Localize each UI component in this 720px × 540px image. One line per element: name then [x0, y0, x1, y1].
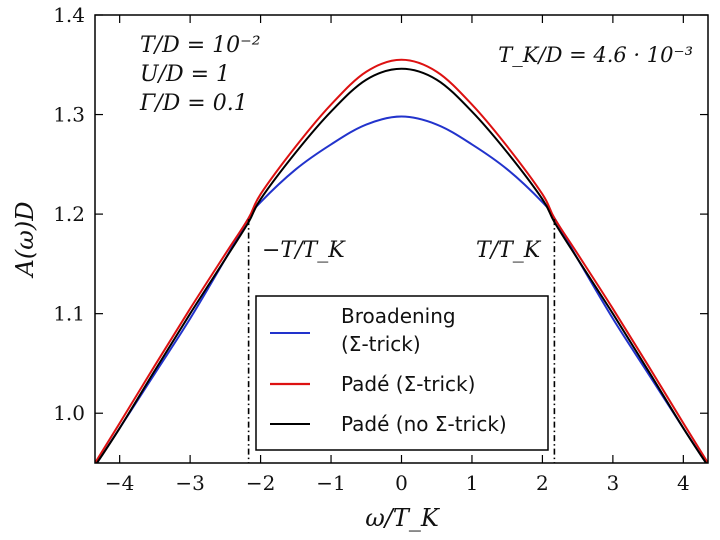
y-tick-label: 1.3	[53, 103, 85, 127]
x-tick-label: 4	[677, 471, 690, 495]
y-tick-labels: 1.0 1.1 1.2 1.3 1.4	[53, 3, 85, 425]
plot-frame	[94, 14, 709, 464]
y-tick-label: 1.4	[53, 3, 85, 27]
x-tick-label: 0	[395, 471, 408, 495]
legend-label-pade-no-sigma: Padé (no Σ-trick)	[341, 412, 507, 436]
x-tick-label: 2	[536, 471, 549, 495]
series-line-1	[95, 58, 708, 463]
series-group	[95, 58, 708, 463]
param-hybridization: Γ/D = 0.1	[139, 91, 248, 116]
y-tick-label: 1.0	[53, 401, 85, 425]
x-axis-label: ω/T_K	[365, 504, 441, 532]
series-line-0	[95, 115, 708, 463]
ticks-group	[95, 14, 708, 463]
param-interaction: U/D = 1	[140, 62, 230, 87]
x-tick-label: −1	[316, 471, 345, 495]
legend-label-pade-sigma: Padé (Σ-trick)	[341, 372, 475, 396]
legend-frame	[255, 295, 549, 451]
x-tick-label: 1	[466, 471, 479, 495]
x-tick-label: −3	[175, 471, 204, 495]
legend-label-broadening-sub: (Σ-trick)	[341, 332, 421, 356]
x-tick-label: −2	[246, 471, 275, 495]
y-axis-label: A(ω)D	[11, 202, 39, 279]
x-tick-labels: −4 −3 −2 −1 0 1 2 3 4	[105, 471, 690, 495]
marker-label-right: T/T_K	[476, 238, 542, 263]
param-temperature: T/D = 10⁻²	[140, 33, 261, 58]
legend-label-broadening: Broadening	[341, 304, 456, 328]
x-tick-label: −4	[105, 471, 134, 495]
marker-label-left: −T/T_K	[262, 238, 346, 263]
series-line-2	[95, 67, 708, 463]
legend: Broadening (Σ-trick) Padé (Σ-trick) Padé…	[255, 295, 549, 451]
kondo-temperature-label: T_K/D = 4.6 · 10⁻³	[498, 43, 693, 67]
y-tick-label: 1.2	[53, 202, 85, 226]
y-tick-label: 1.1	[53, 302, 85, 326]
x-tick-label: 3	[607, 471, 620, 495]
